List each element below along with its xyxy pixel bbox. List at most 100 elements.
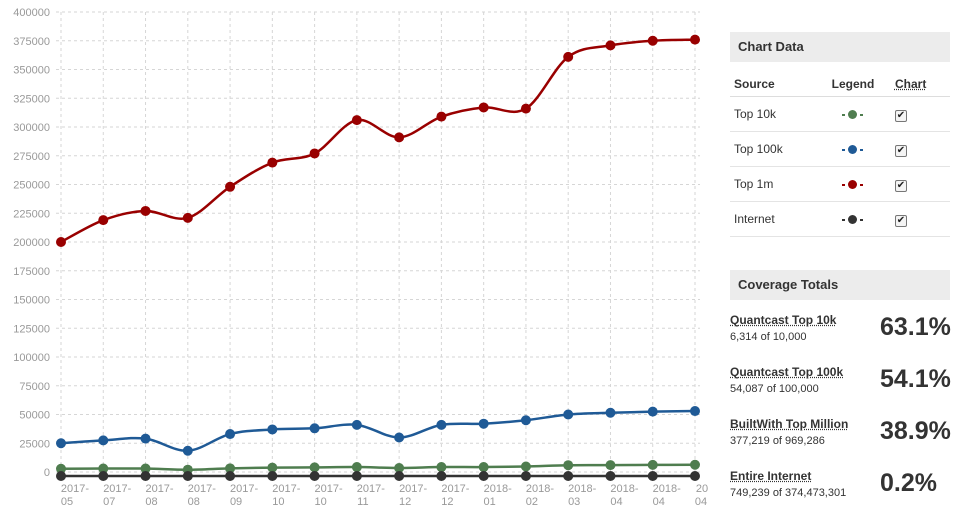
coverage-name-link[interactable]: BuiltWith Top Million	[730, 417, 848, 431]
coverage-title: Coverage Totals	[730, 270, 950, 300]
data-point-internet	[267, 471, 277, 481]
data-point-top-100k	[479, 419, 489, 429]
y-tick-label: 125000	[13, 323, 50, 335]
coverage-name-link[interactable]: Entire Internet	[730, 469, 811, 483]
x-tick-label: 20	[696, 483, 708, 495]
x-tick-label: 2017-	[441, 483, 469, 495]
data-point-top-1m	[436, 112, 446, 122]
data-point-internet	[141, 471, 151, 481]
x-tick-label: 04	[610, 496, 622, 508]
data-point-top-1m	[690, 35, 700, 45]
y-tick-label: 25000	[19, 438, 50, 450]
data-point-top-1m	[310, 148, 320, 158]
legend-dot-icon	[842, 215, 864, 225]
data-point-internet	[690, 471, 700, 481]
data-point-top-1m	[225, 182, 235, 192]
data-point-top-1m	[98, 215, 108, 225]
data-point-top-1m	[563, 52, 573, 62]
y-tick-label: 275000	[13, 151, 50, 163]
data-point-top-10k	[690, 460, 700, 470]
data-point-top-1m	[352, 115, 362, 125]
series-toggle-checkbox[interactable]: ✔	[895, 110, 907, 122]
legend-dot-icon	[842, 145, 864, 155]
data-point-top-100k	[690, 406, 700, 416]
y-tick-label: 375000	[13, 36, 50, 48]
data-point-top-1m	[267, 158, 277, 168]
coverage-panel: Coverage Totals	[730, 270, 950, 300]
x-tick-label: 2018-	[653, 483, 681, 495]
data-point-top-100k	[310, 423, 320, 433]
coverage-count: 377,219 of 969,286	[730, 435, 825, 447]
x-tick-label: 2017-	[399, 483, 427, 495]
data-point-top-100k	[352, 420, 362, 430]
x-tick-label: 01	[484, 496, 496, 508]
data-point-top-100k	[267, 424, 277, 434]
y-tick-label: 50000	[19, 410, 50, 422]
y-tick-label: 200000	[13, 237, 50, 249]
col-chart[interactable]: Chart	[891, 72, 950, 97]
source-label: Top 1m	[730, 167, 815, 202]
legend-dot-icon	[842, 180, 864, 190]
x-tick-label: 04	[653, 496, 665, 508]
x-tick-label: 09	[230, 496, 242, 508]
x-tick-label: 2018-	[484, 483, 512, 495]
coverage-name-link[interactable]: Quantcast Top 10k	[730, 313, 836, 327]
x-tick-label: 2018-	[610, 483, 638, 495]
coverage-name-link[interactable]: Quantcast Top 100k	[730, 365, 843, 379]
x-tick-label: 08	[188, 496, 200, 508]
series-line-top-1m	[61, 40, 695, 242]
coverage-count: 749,239 of 374,473,301	[730, 487, 846, 499]
data-point-top-1m	[605, 40, 615, 50]
coverage-percent: 0.2%	[880, 469, 937, 498]
data-point-internet	[98, 471, 108, 481]
coverage-item: Quantcast Top 10k 6,314 of 10,000 63.1%	[730, 313, 960, 361]
coverage-count: 6,314 of 10,000	[730, 331, 806, 343]
data-point-internet	[352, 471, 362, 481]
chart-data-table: Source Legend Chart Top 10k ✔ Top 100k ✔…	[730, 72, 950, 237]
table-row: Top 10k ✔	[730, 97, 950, 132]
source-label: Top 100k	[730, 132, 815, 167]
data-point-top-100k	[563, 410, 573, 420]
source-label: Internet	[730, 202, 815, 237]
data-point-top-100k	[98, 435, 108, 445]
series-line-top-100k	[61, 411, 695, 451]
data-point-top-10k	[479, 462, 489, 472]
data-point-top-1m	[521, 104, 531, 114]
series-toggle-checkbox[interactable]: ✔	[895, 180, 907, 192]
data-point-top-10k	[310, 462, 320, 472]
x-tick-label: 2017-	[230, 483, 258, 495]
data-point-top-100k	[394, 433, 404, 443]
table-row: Top 100k ✔	[730, 132, 950, 167]
data-point-top-10k	[648, 460, 658, 470]
x-tick-label: 2017-	[357, 483, 385, 495]
data-point-top-10k	[605, 460, 615, 470]
data-point-top-100k	[436, 420, 446, 430]
x-tick-label: 02	[526, 496, 538, 508]
col-source: Source	[730, 72, 815, 97]
y-tick-label: 150000	[13, 295, 50, 307]
data-point-internet	[225, 471, 235, 481]
y-tick-label: 75000	[19, 381, 50, 393]
coverage-percent: 54.1%	[880, 365, 951, 394]
coverage-item: BuiltWith Top Million 377,219 of 969,286…	[730, 417, 960, 465]
x-tick-label: 10	[272, 496, 284, 508]
data-point-top-100k	[605, 408, 615, 418]
data-point-top-10k	[521, 461, 531, 471]
y-tick-label: 100000	[13, 352, 50, 364]
source-label: Top 10k	[730, 97, 815, 132]
x-tick-label: 2017-	[272, 483, 300, 495]
x-tick-label: 2018-	[568, 483, 596, 495]
data-point-top-100k	[183, 446, 193, 456]
data-point-top-10k	[352, 462, 362, 472]
data-point-internet	[479, 471, 489, 481]
legend-dot-icon	[842, 110, 864, 120]
series-toggle-checkbox[interactable]: ✔	[895, 145, 907, 157]
series-toggle-checkbox[interactable]: ✔	[895, 215, 907, 227]
data-point-top-10k	[436, 462, 446, 472]
chart-data-panel: Chart Data Source Legend Chart Top 10k ✔…	[730, 32, 950, 237]
coverage-item: Quantcast Top 100k 54,087 of 100,000 54.…	[730, 365, 960, 413]
y-tick-label: 175000	[13, 266, 50, 278]
data-point-top-100k	[56, 438, 66, 448]
data-point-top-1m	[479, 102, 489, 112]
data-point-internet	[56, 471, 66, 481]
